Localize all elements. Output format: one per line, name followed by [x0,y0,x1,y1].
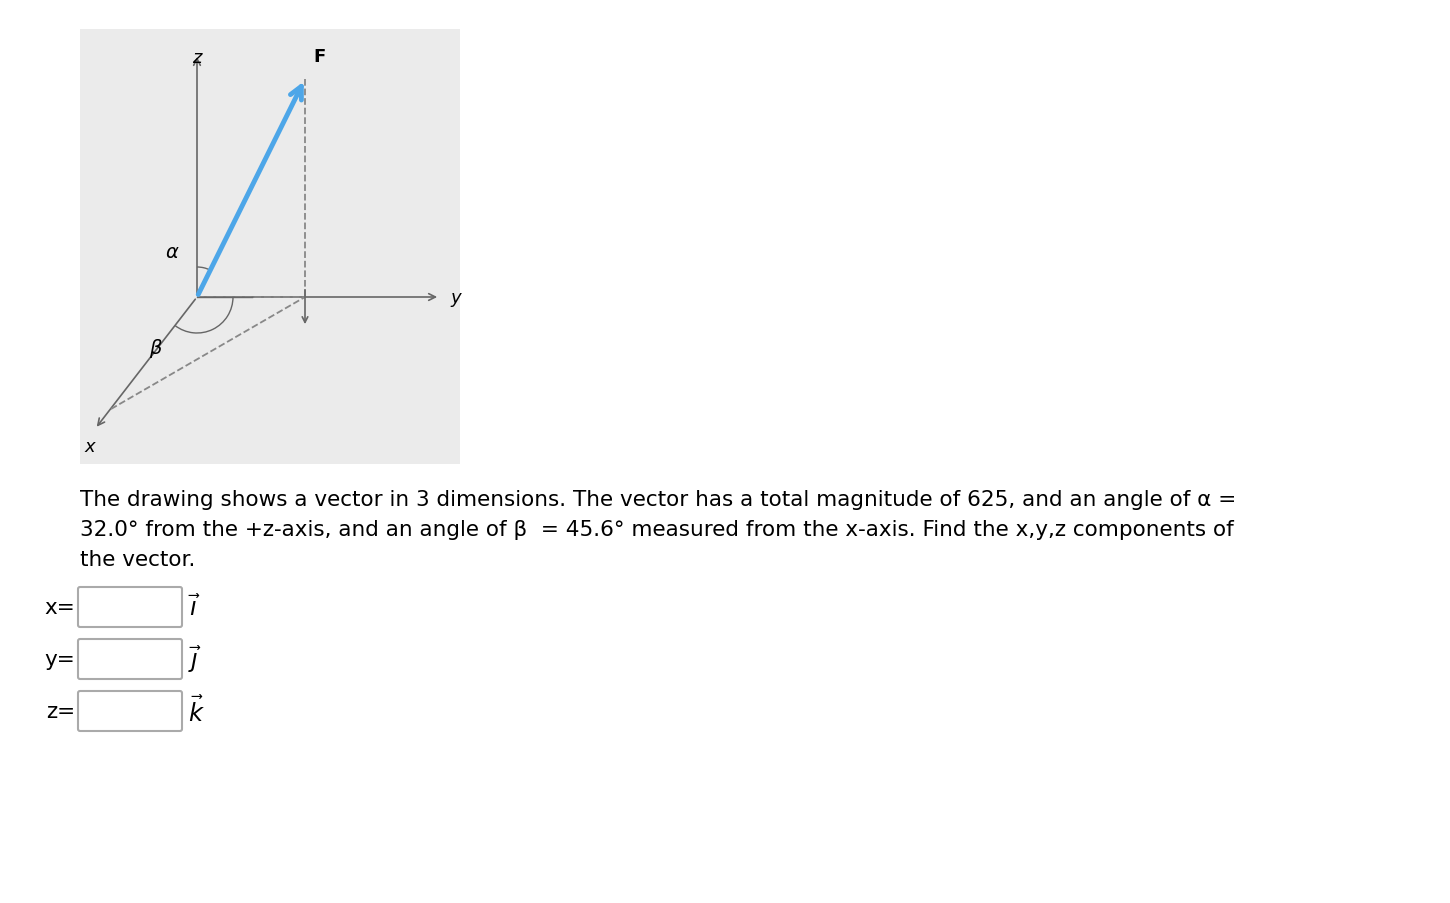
Text: y: y [450,289,461,307]
Text: z: z [193,49,202,67]
Text: F: F [313,48,325,66]
FancyBboxPatch shape [80,30,460,464]
Text: The drawing shows a vector in 3 dimensions. The vector has a total magnitude of : The drawing shows a vector in 3 dimensio… [80,489,1237,509]
Text: $\vec{k}$: $\vec{k}$ [188,696,204,727]
Text: α: α [165,243,178,262]
FancyBboxPatch shape [78,587,183,628]
Text: x: x [84,438,96,455]
Text: z=: z= [46,702,75,721]
Text: $\vec{\imath}$: $\vec{\imath}$ [188,594,200,620]
Text: 32.0° from the +z-axis, and an angle of β  = 45.6° measured from the x-axis. Fin: 32.0° from the +z-axis, and an angle of … [80,519,1234,539]
Text: $\vec{\jmath}$: $\vec{\jmath}$ [188,644,202,675]
Text: β: β [149,338,161,357]
Text: y=: y= [45,649,75,669]
Text: the vector.: the vector. [80,549,196,570]
FancyBboxPatch shape [78,639,183,679]
Text: x=: x= [45,598,75,618]
FancyBboxPatch shape [78,691,183,731]
